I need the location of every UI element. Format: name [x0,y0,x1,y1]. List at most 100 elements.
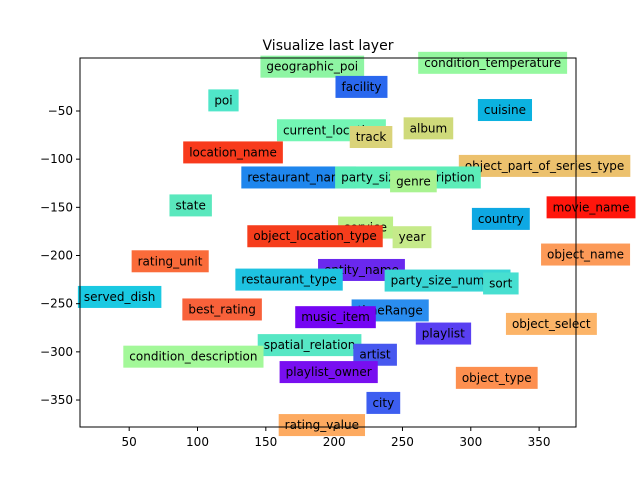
point-label-text: object_location_type [253,229,376,243]
point-label-box [546,196,636,219]
point-label-box [295,306,376,329]
point-label-text: album [410,121,448,135]
point-label-box [169,194,212,217]
point-label-box [241,166,356,189]
point-label-box [235,268,343,291]
point-label-box [541,243,631,266]
point-label-text: served_dish [84,290,155,304]
x-tick-label: 250 [391,435,414,449]
x-tick-label: 100 [186,435,209,449]
point-label-country: country [471,207,530,230]
point-label-poi: poi [208,89,239,112]
point-label-box [257,334,362,357]
axis-ticks: 50 100 150 200 250 300 350 −50 −100 −150 −200 −250 −… [40,104,551,449]
point-label-album: album [403,117,454,140]
x-tick-label: 50 [122,435,137,449]
point-label-text: rating_value [285,418,359,432]
point-label-box [353,343,397,366]
point-label-city: city [366,391,401,414]
point-label-text: party_size_number [391,274,505,288]
point-label-geographic-poi: geographic_poi [260,55,365,78]
point-label-object-type: object_type [455,366,538,389]
point-label-text: artist [359,348,391,362]
point-label-condition-temperature: condition_temperature [418,51,568,74]
point-label-box [182,298,262,321]
point-label-box [384,269,511,292]
point-label-genre: genre [390,170,437,193]
point-label-object-name: object_name [541,243,631,266]
point-label-text: year [399,230,426,244]
point-label-box [77,285,162,308]
point-label-box [183,141,283,164]
y-tick-label: −100 [40,152,73,166]
point-label-text: sort [489,276,513,290]
point-label-box [279,361,378,384]
point-label-box [505,312,597,335]
point-labels: condition_temperature geographic_poifacil… [77,51,636,437]
point-label-cuisine: cuisine [477,99,533,122]
x-tick-label: 200 [323,435,346,449]
point-label-rating-unit: rating_unit [131,250,209,273]
point-label-box [278,414,366,437]
point-label-box [455,366,538,389]
point-label-text: music_item [301,310,370,324]
point-label-text: playlist [422,327,465,341]
point-label-text: facility [341,80,381,94]
point-label-spatial-relation: spatial_relation [257,334,362,357]
x-tick-label: 150 [254,435,277,449]
point-label-sort: sort [483,272,519,295]
point-label-text: restaurant_name [247,170,350,184]
point-label-location-name: location_name [183,141,283,164]
point-label-box [247,225,383,248]
point-label-box [415,322,472,345]
point-label-object-location-type: object_location_type [247,225,383,248]
point-label-state: state [169,194,212,217]
point-label-box [390,170,437,193]
point-label-text: city [372,396,394,410]
point-label-text: movie_name [553,200,630,214]
point-label-text: state [175,198,205,212]
point-label-box [131,250,209,273]
point-label-text: condition_description [129,350,257,364]
point-label-served-dish: served_dish [77,285,162,308]
point-label-object-select: object_select [505,312,597,335]
point-label-text: entity_name [324,263,399,277]
point-label-artist: artist [353,343,397,366]
point-label-party-size-number: party_size_number [384,269,511,292]
chart-title: Visualize last layer [263,38,394,54]
point-label-condition-description: condition_description [123,345,264,368]
axes-frame [79,57,577,428]
point-label-text: condition_temperature [424,56,561,70]
point-label-box [349,126,393,149]
point-label-box [477,99,533,122]
point-label-playlist-owner: playlist_owner [279,361,378,384]
x-tick-label: 300 [459,435,482,449]
point-label-text: cuisine [484,103,526,117]
point-label-track: track [349,126,393,149]
point-label-text: genre [396,174,431,188]
point-label-restaurant-name: restaurant_name [241,166,356,189]
point-label-year: year [392,226,432,249]
point-label-box [335,75,388,98]
point-label-text: playlist_owner [286,365,372,379]
y-tick-label: −50 [48,104,73,118]
y-tick-label: −150 [40,200,73,214]
point-label-text: object_type [462,371,532,385]
point-label-text: location_name [189,145,277,159]
y-tick-label: −200 [40,249,73,263]
point-label-object-part-of-series-type: object_part_of_series_type [458,154,631,177]
point-label-facility: facility [335,75,388,98]
y-tick-label: −300 [40,345,73,359]
point-label-box [418,51,568,74]
point-label-text: restaurant_type [241,273,336,287]
point-label-box [483,272,519,295]
point-label-text: track [356,130,387,144]
point-label-text: country [478,212,524,226]
point-label-music-item: music_item [295,306,376,329]
point-label-text: best_rating [188,302,256,316]
x-tick-label: 350 [528,435,551,449]
point-label-text: object_part_of_series_type [465,159,625,173]
point-label-text: rating_unit [138,254,203,268]
